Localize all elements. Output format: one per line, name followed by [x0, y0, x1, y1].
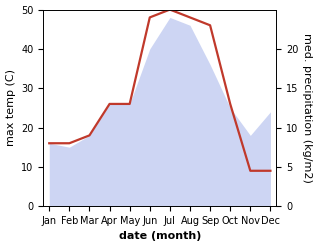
X-axis label: date (month): date (month)	[119, 231, 201, 242]
Y-axis label: max temp (C): max temp (C)	[5, 69, 16, 146]
Y-axis label: med. precipitation (kg/m2): med. precipitation (kg/m2)	[302, 33, 313, 183]
